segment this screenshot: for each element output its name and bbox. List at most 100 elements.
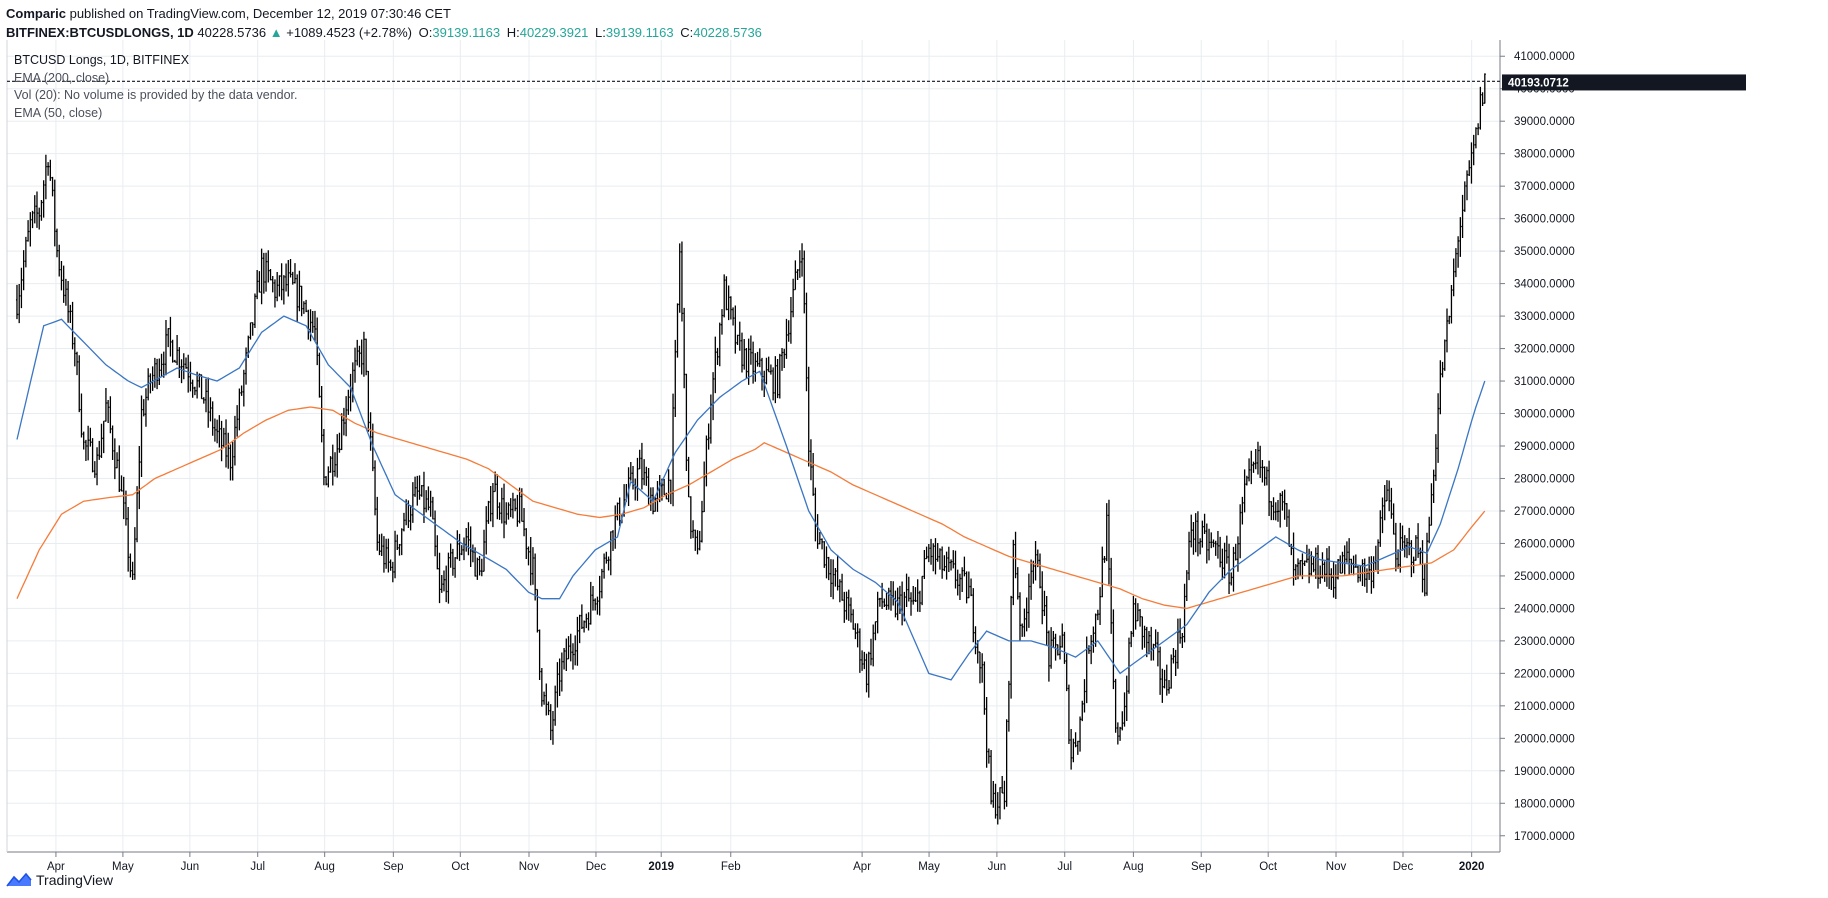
candle	[451, 548, 454, 576]
candle	[805, 292, 808, 392]
candle	[225, 419, 228, 468]
candle	[518, 487, 521, 524]
candle	[878, 597, 881, 607]
candle	[756, 351, 759, 367]
candle	[67, 281, 70, 323]
candle	[1417, 523, 1420, 558]
candle	[164, 320, 167, 376]
candle	[1410, 540, 1413, 578]
candle	[80, 393, 83, 438]
candle	[1454, 248, 1457, 278]
candle	[131, 561, 134, 581]
candle	[529, 536, 532, 586]
author-name[interactable]: Comparic	[6, 6, 66, 21]
candle	[238, 388, 241, 431]
candle	[503, 483, 506, 539]
candle	[845, 591, 848, 620]
candle	[31, 210, 34, 229]
candle	[311, 311, 314, 333]
candle	[227, 432, 230, 469]
high-label: H:	[506, 25, 520, 40]
candle	[954, 550, 957, 589]
candle	[487, 500, 490, 524]
candle	[714, 336, 717, 394]
y-tick-label: 17000.0000	[1514, 831, 1575, 843]
candle	[1027, 573, 1030, 628]
candle	[1461, 194, 1464, 239]
candle	[494, 471, 497, 493]
candle	[1225, 535, 1228, 564]
candle	[429, 490, 432, 517]
candle	[400, 528, 403, 556]
candle	[76, 351, 79, 376]
candle	[389, 559, 392, 571]
candle	[1399, 522, 1402, 573]
candle	[794, 260, 797, 291]
candle	[111, 425, 114, 461]
legend-series-title[interactable]: BTCUSD Longs, 1D, BITFINEX	[14, 53, 190, 67]
y-tick-label: 37000.0000	[1514, 181, 1575, 193]
open-label: O:	[418, 25, 433, 40]
x-tick-label: Apr	[853, 861, 871, 873]
candle	[896, 587, 899, 621]
candle	[1421, 540, 1424, 593]
candle	[1181, 632, 1184, 649]
candle	[129, 553, 132, 578]
candle	[1441, 361, 1444, 378]
candle	[47, 162, 50, 176]
candle	[687, 456, 690, 498]
candle	[1103, 555, 1106, 563]
candle	[865, 653, 868, 693]
candle	[42, 180, 45, 218]
candle	[1459, 217, 1462, 257]
candle	[24, 236, 27, 268]
candle	[965, 571, 968, 604]
candle	[787, 320, 790, 342]
candle	[469, 526, 472, 567]
candle	[485, 506, 488, 555]
candle	[118, 445, 121, 492]
low-label: L:	[595, 25, 606, 40]
candle	[144, 388, 147, 427]
candle	[496, 474, 499, 520]
candle	[600, 568, 603, 599]
candle	[298, 270, 301, 312]
candle	[1254, 449, 1257, 470]
candle	[331, 444, 334, 486]
legend-ema200[interactable]: EMA (200, close)	[14, 70, 110, 85]
candle	[887, 587, 890, 610]
candle	[51, 176, 54, 197]
candle	[531, 547, 534, 585]
candle	[40, 199, 43, 221]
candle	[958, 573, 961, 600]
candle	[863, 651, 866, 670]
candle	[200, 374, 203, 400]
y-tick-label: 41000.0000	[1514, 51, 1575, 63]
candle	[218, 415, 221, 448]
candle	[122, 476, 125, 520]
legend-ema50[interactable]: EMA (50, close)	[14, 105, 103, 120]
candle	[774, 356, 777, 404]
y-tick-label: 28000.0000	[1514, 473, 1575, 485]
candle	[1188, 531, 1191, 581]
candle	[832, 559, 835, 600]
candle	[925, 546, 928, 560]
candle	[1370, 556, 1373, 594]
candle	[1090, 635, 1093, 665]
y-tick-label: 31000.0000	[1514, 376, 1575, 388]
tradingview-footer[interactable]: TradingView	[6, 870, 113, 890]
candle	[1221, 548, 1224, 580]
candle	[342, 407, 345, 436]
candle	[821, 538, 824, 550]
candle	[1452, 258, 1455, 297]
last-price: 40228.5736	[197, 25, 267, 40]
candle	[1479, 86, 1482, 130]
candle	[1245, 475, 1248, 486]
candle	[483, 529, 486, 572]
candle	[996, 792, 999, 825]
x-tick-label: Aug	[314, 861, 334, 873]
legend-volume[interactable]: Vol (20): No volume is provided by the d…	[14, 88, 298, 102]
candle	[734, 305, 737, 354]
candle	[640, 442, 643, 490]
